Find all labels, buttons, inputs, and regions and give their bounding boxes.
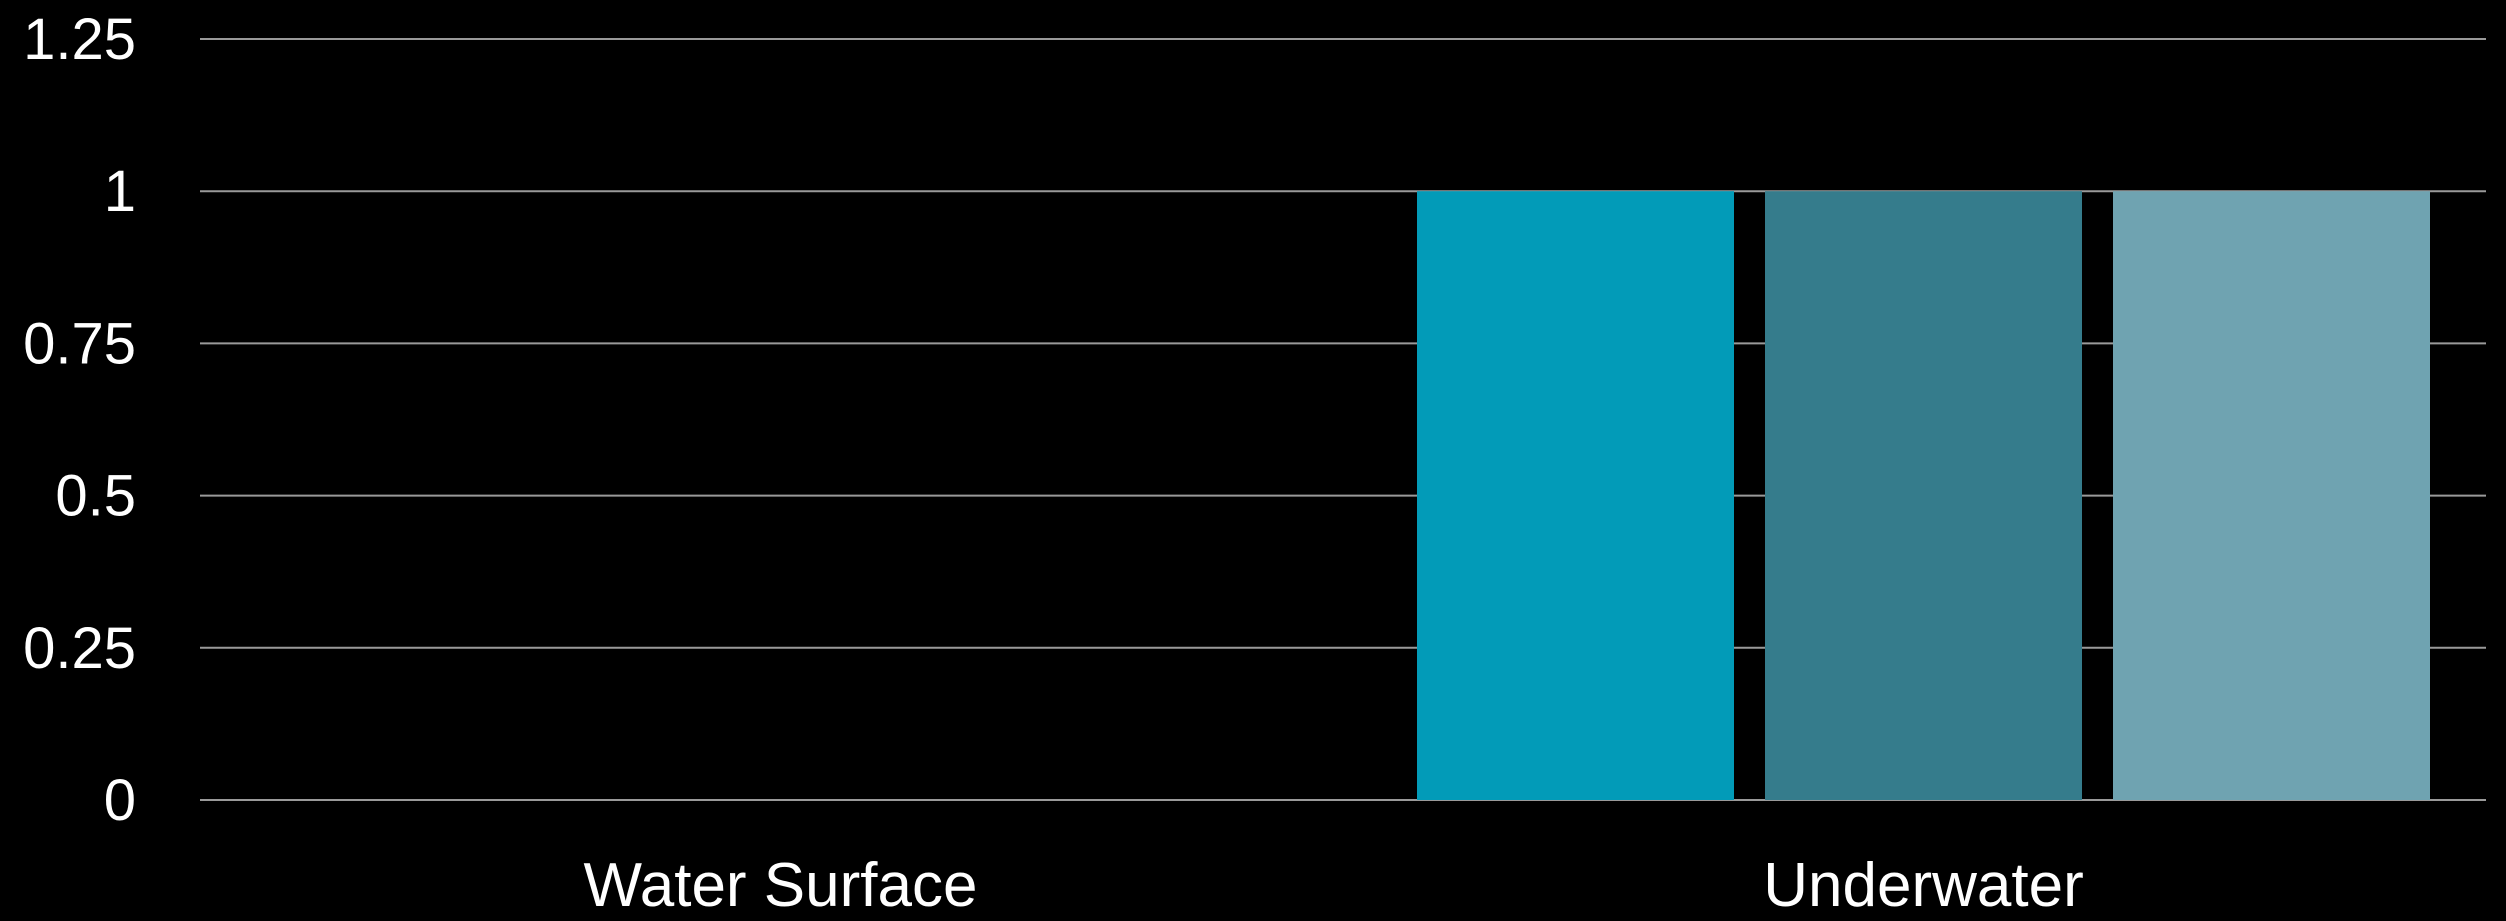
y-tick-label: 0 — [104, 768, 136, 833]
bars — [1417, 191, 2430, 800]
gridlines — [200, 38, 2486, 801]
y-axis-tick-labels: 0 0.25 0.5 0.75 1 1.25 — [23, 7, 136, 833]
x-category-label: Water Surface — [584, 851, 978, 920]
y-tick-label: 1 — [104, 159, 136, 224]
x-axis-category-labels: Water Surface Underwater — [584, 851, 2084, 920]
y-tick-label: 1.25 — [23, 7, 136, 72]
bar-underwater-series-1 — [1417, 191, 1734, 800]
bar-underwater-series-2 — [1765, 191, 2082, 800]
y-tick-label: 0.25 — [23, 616, 136, 681]
x-category-label: Underwater — [1763, 851, 2083, 920]
y-tick-label: 0.75 — [23, 311, 136, 376]
y-tick-label: 0.5 — [55, 464, 136, 529]
bar-underwater-series-3 — [2113, 191, 2430, 800]
